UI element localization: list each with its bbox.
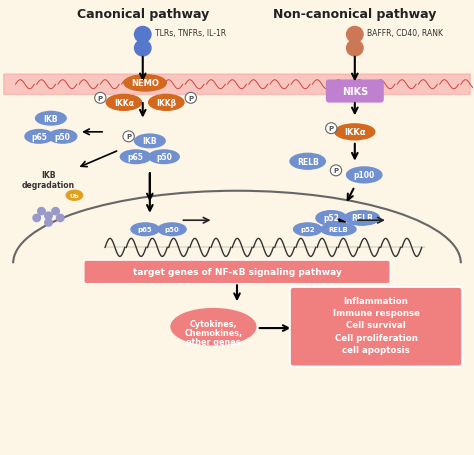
Ellipse shape [171, 309, 256, 345]
Text: Inflammation: Inflammation [344, 296, 409, 305]
Text: p50: p50 [164, 227, 179, 233]
FancyBboxPatch shape [84, 261, 390, 284]
Text: TLRs, TNFRs, IL-1R: TLRs, TNFRs, IL-1R [155, 29, 226, 37]
Text: P: P [126, 134, 131, 140]
Circle shape [95, 93, 106, 104]
Circle shape [56, 215, 64, 222]
Ellipse shape [66, 191, 82, 201]
Ellipse shape [149, 95, 184, 111]
Ellipse shape [335, 125, 375, 141]
Text: P: P [98, 96, 103, 101]
Circle shape [326, 123, 337, 134]
Text: IKKα: IKKα [344, 128, 365, 137]
Ellipse shape [346, 27, 363, 43]
Text: p65: p65 [31, 132, 47, 142]
Ellipse shape [293, 223, 322, 236]
Ellipse shape [290, 154, 325, 170]
Text: p52: p52 [301, 227, 315, 233]
Text: P: P [188, 96, 193, 101]
Circle shape [185, 93, 197, 104]
Ellipse shape [131, 223, 159, 236]
Ellipse shape [36, 112, 66, 126]
FancyBboxPatch shape [327, 81, 383, 103]
Text: p100: p100 [354, 171, 375, 180]
Text: RELB: RELB [328, 227, 348, 233]
Ellipse shape [135, 135, 165, 148]
Text: Canonical pathway: Canonical pathway [77, 9, 209, 21]
Text: IKB
degradation: IKB degradation [22, 170, 75, 190]
Circle shape [45, 212, 52, 220]
Ellipse shape [158, 223, 186, 236]
Ellipse shape [120, 151, 151, 164]
Ellipse shape [320, 223, 356, 236]
Text: IKKβ: IKKβ [156, 99, 176, 108]
Text: BAFFR, CD40, RANK: BAFFR, CD40, RANK [366, 29, 443, 37]
Text: p50: p50 [55, 132, 71, 142]
Ellipse shape [135, 27, 151, 43]
Text: Immune response: Immune response [332, 308, 419, 318]
Circle shape [330, 166, 342, 177]
Text: other genes: other genes [186, 338, 241, 346]
Text: Non-canonical pathway: Non-canonical pathway [273, 9, 437, 21]
Ellipse shape [346, 41, 363, 57]
Text: P: P [328, 126, 334, 132]
Ellipse shape [106, 95, 142, 111]
Ellipse shape [346, 167, 382, 183]
Ellipse shape [149, 151, 179, 164]
Text: p52: p52 [323, 214, 339, 223]
Text: P: P [333, 168, 338, 174]
Text: IKB: IKB [143, 137, 157, 146]
Text: p65: p65 [138, 227, 153, 233]
Text: IKB: IKB [44, 115, 58, 123]
FancyBboxPatch shape [290, 287, 462, 367]
Text: target genes of NF-κB signaling pathway: target genes of NF-κB signaling pathway [133, 268, 341, 277]
Text: IKKα: IKKα [114, 99, 134, 108]
Text: NEMO: NEMO [131, 79, 159, 88]
Text: p65: p65 [128, 153, 144, 162]
Text: Ub: Ub [70, 193, 79, 198]
Text: RELB: RELB [351, 214, 373, 223]
Circle shape [52, 208, 59, 215]
Text: Cell proliferation: Cell proliferation [335, 333, 418, 342]
Text: Chemokines,: Chemokines, [184, 329, 243, 337]
Ellipse shape [25, 130, 53, 144]
Text: RELB: RELB [297, 157, 319, 167]
FancyBboxPatch shape [4, 75, 470, 95]
Ellipse shape [316, 211, 346, 226]
Ellipse shape [48, 130, 77, 144]
Ellipse shape [135, 41, 151, 57]
Text: p50: p50 [156, 153, 172, 162]
Ellipse shape [344, 211, 380, 226]
Circle shape [37, 208, 45, 215]
Text: Cytokines,: Cytokines, [190, 319, 237, 329]
Ellipse shape [124, 76, 166, 92]
Text: Cell survival: Cell survival [346, 321, 406, 330]
Circle shape [45, 219, 52, 227]
Circle shape [123, 131, 134, 142]
Text: cell apoptosis: cell apoptosis [342, 345, 410, 354]
Text: NIKS: NIKS [342, 87, 368, 97]
Circle shape [33, 215, 40, 222]
